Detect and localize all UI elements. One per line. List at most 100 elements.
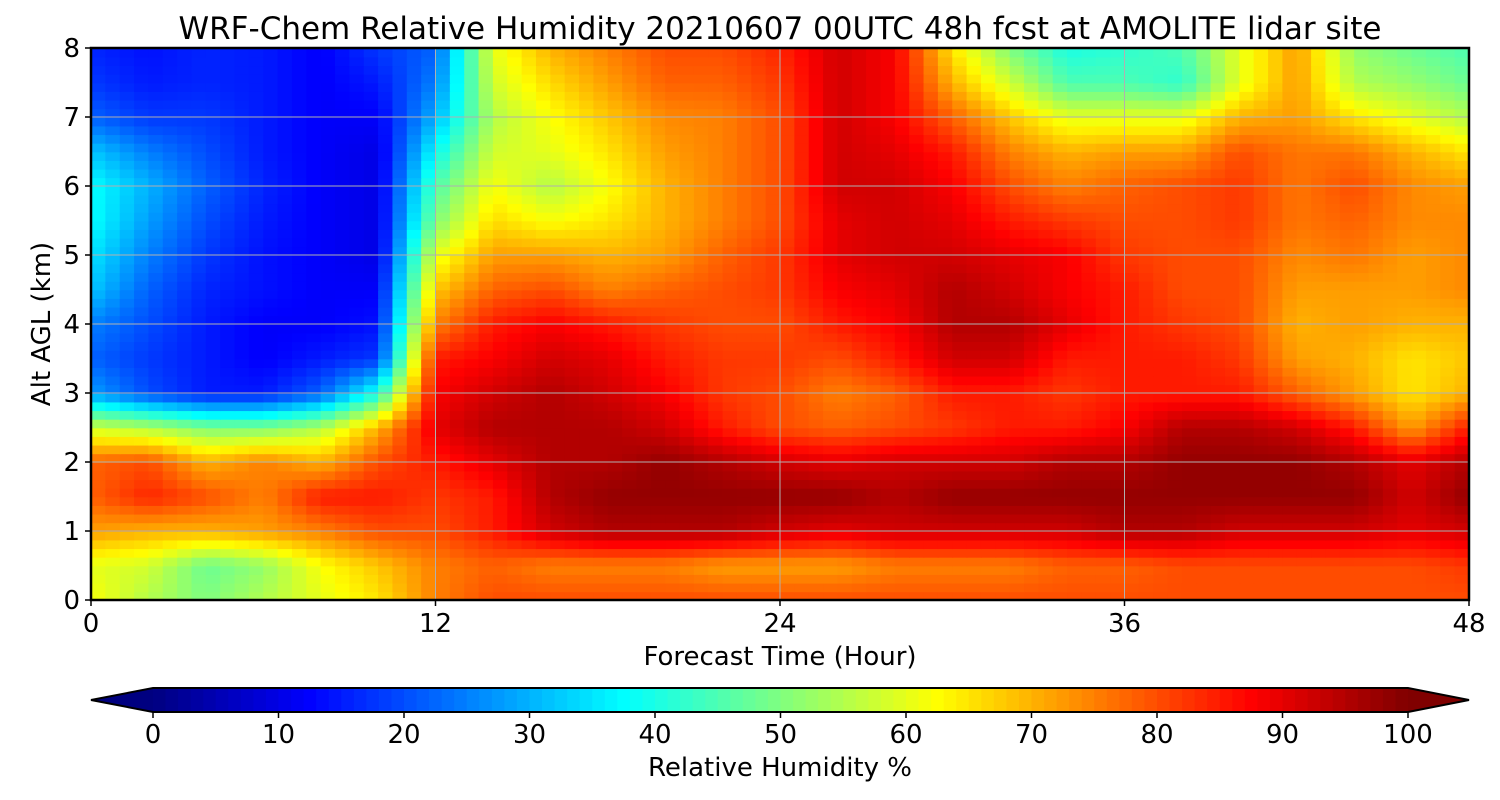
heatmap-cell	[1440, 186, 1456, 196]
heatmap-cell	[1425, 246, 1442, 256]
heatmap-cell	[780, 496, 796, 506]
heatmap-cell	[363, 246, 379, 256]
heatmap-cell	[722, 375, 738, 386]
heatmap-cell	[780, 591, 796, 600]
heatmap-cell	[1181, 358, 1198, 368]
heatmap-cell	[291, 186, 308, 196]
heatmap-cell	[521, 194, 537, 205]
heatmap-cell	[392, 168, 408, 179]
heatmap-cell	[1354, 574, 1370, 584]
heatmap-cell	[1397, 186, 1413, 196]
heatmap-cell	[1354, 384, 1370, 394]
heatmap-cell	[119, 237, 135, 248]
heatmap-cell	[679, 427, 695, 437]
heatmap-cell	[923, 168, 939, 179]
heatmap-cell	[277, 332, 293, 343]
heatmap-cell	[1253, 479, 1269, 489]
heatmap-cell	[91, 220, 107, 230]
heatmap-cell	[1253, 255, 1269, 265]
heatmap-cell	[794, 479, 810, 489]
heatmap-cell	[1167, 194, 1183, 205]
heatmap-cell	[880, 367, 896, 377]
heatmap-cell	[119, 246, 135, 256]
heatmap-cell	[1095, 479, 1111, 489]
heatmap-cell	[622, 341, 638, 351]
heatmap-cell	[579, 168, 595, 179]
heatmap-cell	[1052, 229, 1068, 239]
heatmap-cell	[1167, 574, 1183, 584]
heatmap-cell	[722, 220, 738, 230]
heatmap-cell	[679, 496, 695, 506]
heatmap-cell	[1124, 453, 1140, 463]
heatmap-cell	[1268, 332, 1284, 343]
heatmap-cell	[679, 315, 695, 325]
heatmap-cell	[1382, 306, 1399, 317]
heatmap-cell	[1368, 393, 1384, 403]
heatmap-cell	[1153, 324, 1169, 334]
heatmap-cell	[622, 531, 638, 541]
heatmap-cell	[679, 168, 695, 179]
heatmap-cell	[220, 539, 236, 550]
heatmap-cell	[177, 298, 193, 308]
heatmap-cell	[564, 513, 580, 524]
heatmap-cell	[1038, 427, 1054, 437]
heatmap-cell	[1382, 462, 1399, 472]
heatmap-cell	[220, 556, 236, 567]
heatmap-cell	[1325, 289, 1341, 299]
heatmap-cell	[492, 410, 509, 420]
heatmap-cell	[579, 246, 595, 256]
heatmap-cell	[980, 401, 997, 412]
heatmap-cell	[1210, 522, 1226, 532]
heatmap-cell	[1325, 436, 1341, 446]
heatmap-cell	[464, 487, 480, 498]
heatmap-cell	[119, 539, 135, 550]
heatmap-cell	[335, 280, 351, 291]
heatmap-cell	[622, 349, 638, 360]
heatmap-cell	[794, 522, 810, 532]
heatmap-cell	[851, 513, 867, 524]
heatmap-cell	[406, 280, 422, 291]
heatmap-cell	[478, 298, 494, 308]
heatmap-field	[91, 48, 1469, 600]
heatmap-cell	[1009, 384, 1025, 394]
heatmap-cell	[464, 315, 480, 325]
heatmap-cell	[722, 548, 738, 558]
heatmap-cell	[607, 479, 623, 489]
heatmap-cell	[449, 349, 465, 360]
heatmap-cell	[521, 272, 537, 282]
heatmap-cell	[478, 229, 494, 239]
heatmap-cell	[234, 496, 250, 506]
heatmap-cell	[1296, 358, 1312, 368]
heatmap-cell	[1138, 168, 1154, 179]
heatmap-cell	[937, 487, 954, 498]
heatmap-cell	[966, 556, 982, 567]
heatmap-cell	[1339, 229, 1355, 239]
heatmap-cell	[751, 211, 767, 222]
heatmap-cell	[1110, 556, 1126, 567]
heatmap-cell	[823, 177, 839, 187]
heatmap-cell	[607, 151, 623, 161]
heatmap-cell	[421, 444, 437, 455]
heatmap-cell	[435, 384, 451, 394]
heatmap-cell	[851, 229, 867, 239]
heatmap-cell	[636, 315, 652, 325]
heatmap-cell	[1138, 298, 1154, 308]
heatmap-cell	[1138, 255, 1154, 265]
heatmap-cell	[248, 487, 265, 498]
heatmap-cell	[636, 462, 652, 472]
heatmap-cell	[134, 479, 150, 489]
heatmap-cell	[650, 522, 666, 532]
heatmap-cell	[794, 375, 810, 386]
heatmap-cell	[780, 160, 796, 170]
heatmap-cell	[91, 324, 107, 334]
heatmap-cell	[1038, 246, 1054, 256]
heatmap-cell	[134, 246, 150, 256]
heatmap-cell	[1382, 211, 1399, 222]
heatmap-cell	[1153, 229, 1169, 239]
heatmap-cell	[1153, 315, 1169, 325]
heatmap-cell	[1210, 367, 1226, 377]
heatmap-cell	[105, 332, 121, 343]
heatmap-cell	[1038, 211, 1054, 222]
heatmap-cell	[1268, 306, 1284, 317]
heatmap-cell	[665, 306, 681, 317]
